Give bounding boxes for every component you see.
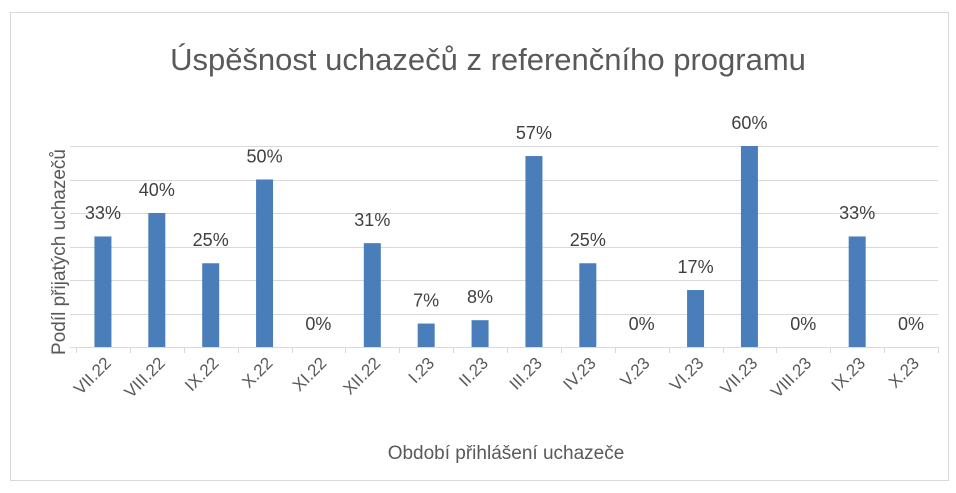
data-label: 25%	[570, 230, 606, 250]
bar	[417, 323, 435, 347]
bar	[363, 243, 381, 347]
bar	[848, 236, 866, 347]
data-label: 8%	[467, 287, 493, 307]
data-label: 40%	[139, 180, 175, 200]
data-label: 50%	[247, 146, 283, 166]
bar	[740, 146, 758, 347]
y-axis-title: Podíl přijatých uchazečů	[49, 149, 70, 355]
chart-title: Úspěšnost uchazečů z referenčního progra…	[170, 42, 806, 77]
bar	[148, 213, 166, 347]
bar	[202, 263, 220, 347]
bar	[94, 236, 112, 347]
data-label: 0%	[790, 314, 816, 334]
data-label: 57%	[516, 123, 552, 143]
data-label: 33%	[839, 203, 875, 223]
data-label: 0%	[305, 314, 331, 334]
bar	[687, 290, 705, 347]
data-label: 33%	[85, 203, 121, 223]
data-label: 7%	[413, 290, 439, 310]
bar	[256, 179, 274, 347]
data-label: 0%	[898, 314, 924, 334]
x-axis-title: Období přihlášení uchazeče	[388, 443, 625, 464]
bar	[471, 320, 489, 347]
chart-border	[10, 12, 949, 481]
bar	[579, 263, 597, 347]
data-label: 31%	[354, 210, 390, 230]
bar	[525, 156, 543, 347]
data-label: 0%	[629, 314, 655, 334]
data-label: 17%	[678, 257, 714, 277]
data-label: 25%	[193, 230, 229, 250]
data-label: 60%	[731, 113, 767, 133]
